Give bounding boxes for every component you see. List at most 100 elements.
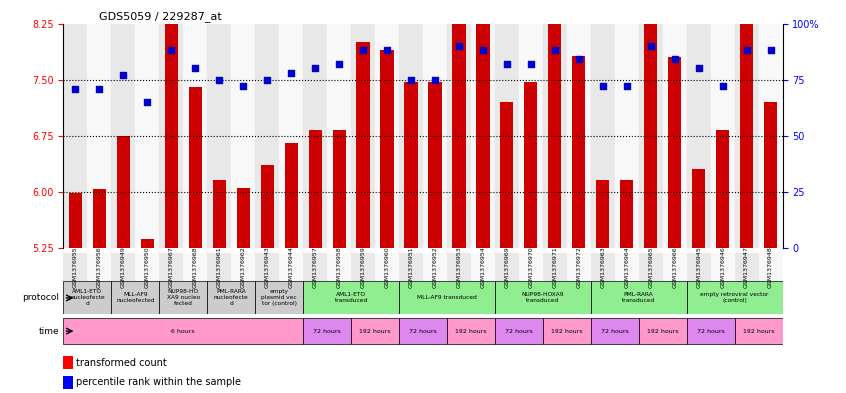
Bar: [207, 24, 231, 248]
Text: empty retroviral vector
(control): empty retroviral vector (control): [700, 292, 769, 303]
Bar: [734, 24, 759, 248]
Bar: [63, 253, 87, 281]
Text: 72 hours: 72 hours: [601, 329, 629, 334]
Bar: [639, 318, 687, 344]
Bar: [740, 20, 753, 248]
Text: 192 hours: 192 hours: [551, 329, 583, 334]
Bar: [189, 87, 202, 248]
Point: [189, 65, 202, 72]
Bar: [303, 24, 327, 248]
Bar: [63, 24, 87, 248]
Text: GSM1376967: GSM1376967: [169, 246, 173, 288]
Bar: [303, 253, 327, 281]
Text: percentile rank within the sample: percentile rank within the sample: [76, 377, 241, 387]
Bar: [332, 130, 346, 248]
Bar: [615, 24, 639, 248]
Bar: [596, 180, 609, 248]
Point: [644, 43, 657, 49]
Bar: [543, 318, 591, 344]
Text: 72 hours: 72 hours: [409, 329, 437, 334]
Bar: [711, 253, 734, 281]
Bar: [495, 24, 519, 248]
Bar: [399, 253, 423, 281]
Bar: [495, 281, 591, 314]
Point: [117, 72, 130, 78]
Bar: [351, 318, 399, 344]
Bar: [255, 253, 279, 281]
Bar: [668, 57, 681, 248]
Bar: [184, 24, 207, 248]
Text: 192 hours: 192 hours: [360, 329, 391, 334]
Point: [140, 99, 154, 105]
Text: GSM1376943: GSM1376943: [265, 246, 270, 288]
Bar: [279, 253, 303, 281]
Bar: [476, 20, 490, 248]
Point: [284, 70, 298, 76]
Bar: [303, 281, 399, 314]
Point: [667, 56, 681, 62]
Point: [476, 47, 490, 53]
Bar: [716, 130, 729, 248]
Bar: [327, 24, 351, 248]
Bar: [375, 253, 399, 281]
Bar: [87, 24, 112, 248]
Bar: [591, 24, 615, 248]
Point: [356, 47, 370, 53]
Point: [500, 61, 514, 67]
Bar: [279, 24, 303, 248]
Bar: [495, 253, 519, 281]
Point: [739, 47, 753, 53]
Text: GSM1376964: GSM1376964: [624, 246, 629, 288]
Bar: [93, 189, 106, 248]
Text: 192 hours: 192 hours: [647, 329, 678, 334]
Point: [764, 47, 777, 53]
Bar: [662, 24, 687, 248]
Bar: [63, 281, 112, 314]
Bar: [231, 253, 255, 281]
Text: AML1-ETO
transduced: AML1-ETO transduced: [334, 292, 368, 303]
Bar: [159, 24, 184, 248]
Bar: [207, 281, 255, 314]
Bar: [471, 24, 495, 248]
Bar: [237, 188, 250, 248]
Bar: [212, 180, 226, 248]
Text: time: time: [39, 327, 59, 336]
Bar: [351, 253, 375, 281]
Bar: [711, 24, 734, 248]
Text: GSM1376944: GSM1376944: [288, 246, 294, 288]
Text: GSM1376963: GSM1376963: [601, 246, 605, 288]
Bar: [399, 24, 423, 248]
Text: protocol: protocol: [22, 294, 59, 303]
Bar: [687, 253, 711, 281]
Text: GSM1376968: GSM1376968: [193, 246, 198, 288]
Text: GSM1376957: GSM1376957: [313, 246, 317, 288]
Point: [452, 43, 465, 49]
Bar: [159, 281, 207, 314]
Bar: [261, 165, 274, 248]
Text: NUP98-HOXA9
transduced: NUP98-HOXA9 transduced: [522, 292, 564, 303]
Text: PML-RARA
transduced: PML-RARA transduced: [622, 292, 656, 303]
Bar: [572, 56, 585, 248]
Bar: [375, 24, 399, 248]
Bar: [644, 20, 657, 248]
Bar: [734, 253, 759, 281]
Point: [92, 85, 106, 92]
Bar: [519, 253, 543, 281]
Bar: [591, 253, 615, 281]
Text: MLL-AF9
nucleofected: MLL-AF9 nucleofected: [116, 292, 155, 303]
Point: [692, 65, 706, 72]
Text: GDS5059 / 229287_at: GDS5059 / 229287_at: [99, 11, 222, 22]
Text: GSM1376969: GSM1376969: [504, 246, 509, 288]
Point: [404, 77, 418, 83]
Text: GSM1376959: GSM1376959: [360, 246, 365, 288]
Text: GSM1376958: GSM1376958: [337, 246, 342, 288]
Bar: [639, 253, 662, 281]
Bar: [112, 281, 159, 314]
Bar: [759, 24, 783, 248]
Bar: [471, 253, 495, 281]
Bar: [543, 24, 567, 248]
Bar: [69, 193, 82, 248]
Bar: [428, 82, 442, 248]
Text: NUP98-HO
XA9 nucleo
fected: NUP98-HO XA9 nucleo fected: [167, 289, 200, 306]
Text: 72 hours: 72 hours: [697, 329, 724, 334]
